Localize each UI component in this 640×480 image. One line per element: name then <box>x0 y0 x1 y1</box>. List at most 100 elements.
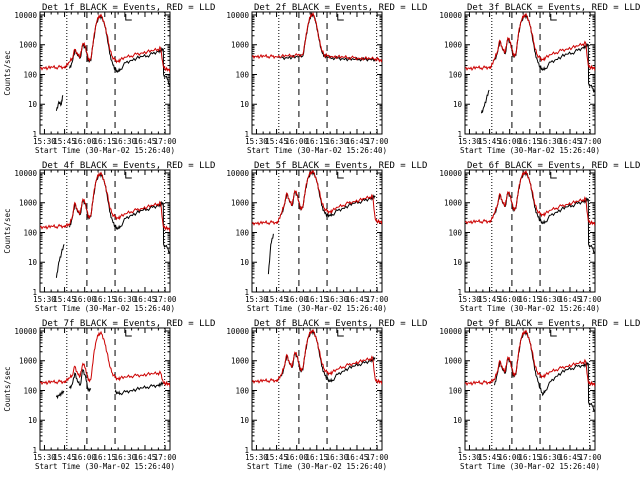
x-axis-label: Start Time (30-Mar-02 15:26:40) <box>247 462 387 471</box>
x-tick-label: 15:30 <box>458 295 481 304</box>
plot-frame <box>39 11 171 135</box>
x-tick-label: 16:00 <box>498 453 521 462</box>
plot-frame <box>464 169 596 293</box>
chart-panel-det1f: Det 1f BLACK = Events, RED = LLD 1 10 100 10… <box>3 3 215 155</box>
x-tick-label: 15:45 <box>478 295 501 304</box>
x-tick-label: 16:15 <box>305 137 328 146</box>
x-tick-label: 16:45 <box>346 453 369 462</box>
y-axis-label: Counts/sec <box>3 50 12 95</box>
chart-title: Det 4f BLACK = Events, RED = LLD <box>42 161 215 171</box>
chart-title: Det 3f BLACK = Events, RED = LLD <box>467 3 640 13</box>
y-tick-label: 1 <box>32 446 37 455</box>
x-tick-label: 15:30 <box>458 453 481 462</box>
x-tick-label: 15:45 <box>478 137 501 146</box>
x-tick-label: 16:00 <box>498 137 521 146</box>
series-line-lld <box>40 13 170 74</box>
x-tick-label: 17:00 <box>154 295 177 304</box>
y-tick-label: 10000 <box>439 169 462 178</box>
x-tick-label: 16:00 <box>285 453 308 462</box>
series-line-lld <box>465 12 595 72</box>
chart-title: Det 6f BLACK = Events, RED = LLD <box>467 161 640 171</box>
chart-title: Det 1f BLACK = Events, RED = LLD <box>42 3 215 13</box>
x-tick-label: 16:30 <box>539 137 562 146</box>
y-tick-label: 1000 <box>444 199 463 208</box>
x-tick-label: 17:00 <box>366 137 389 146</box>
x-axis-label: Start Time (30-Mar-02 15:26:40) <box>460 462 600 471</box>
chart-title: Det 7f BLACK = Events, RED = LLD <box>42 319 215 329</box>
y-tick-label: 1000 <box>231 357 250 366</box>
y-tick-label: 1000 <box>19 199 38 208</box>
y-tick-label: 1000 <box>444 41 463 50</box>
y-tick-label: 100 <box>23 386 37 395</box>
y-tick-label: 1000 <box>19 41 38 50</box>
plot-frame <box>39 327 171 451</box>
time-bracket-marker <box>550 14 557 21</box>
x-tick-label: 15:45 <box>265 137 288 146</box>
series-line-events <box>267 170 376 275</box>
time-bracket-marker <box>125 14 132 21</box>
y-tick-label: 1 <box>244 130 249 139</box>
y-axis-label: Counts/sec <box>3 366 12 411</box>
chart-panel-det6f: Det 6f BLACK = Events, RED = LLD 1 10 100 10… <box>439 161 640 313</box>
x-tick-label: 16:45 <box>134 137 157 146</box>
plot-frame <box>251 169 383 293</box>
y-tick-label: 100 <box>235 70 249 79</box>
chart-panel-det4f: Det 4f BLACK = Events, RED = LLD 1 10 100 10… <box>3 161 215 313</box>
series-line-events <box>480 13 595 114</box>
series-line-events <box>55 172 170 278</box>
x-tick-label: 16:30 <box>114 295 137 304</box>
x-tick-label: 16:15 <box>93 453 116 462</box>
y-tick-label: 1000 <box>19 357 38 366</box>
y-tick-label: 1 <box>457 130 462 139</box>
time-bracket-marker <box>125 172 132 179</box>
y-tick-label: 10 <box>453 258 463 267</box>
x-tick-label: 16:45 <box>346 137 369 146</box>
x-tick-label: 17:00 <box>154 137 177 146</box>
y-tick-label: 10 <box>240 258 250 267</box>
x-tick-label: 17:00 <box>366 295 389 304</box>
x-axis-label: Start Time (30-Mar-02 15:26:40) <box>460 146 600 155</box>
y-tick-label: 10000 <box>14 169 37 178</box>
y-tick-label: 100 <box>448 228 462 237</box>
x-tick-label: 16:30 <box>326 295 349 304</box>
x-tick-label: 15:30 <box>458 137 481 146</box>
x-tick-label: 15:30 <box>245 453 268 462</box>
x-tick-label: 16:00 <box>73 137 96 146</box>
x-tick-label: 16:45 <box>134 453 157 462</box>
x-tick-label: 17:00 <box>366 453 389 462</box>
x-tick-label: 15:45 <box>478 453 501 462</box>
x-tick-label: 16:45 <box>559 453 582 462</box>
chart-panel-det8f: Det 8f BLACK = Events, RED = LLD 1 10 100 10… <box>226 319 427 471</box>
x-tick-label: 16:30 <box>326 453 349 462</box>
x-tick-label: 17:00 <box>579 453 602 462</box>
y-tick-label: 1000 <box>444 357 463 366</box>
series-line-lld <box>252 12 382 63</box>
x-tick-label: 16:45 <box>559 295 582 304</box>
x-tick-label: 16:15 <box>518 137 541 146</box>
y-tick-label: 1 <box>244 288 249 297</box>
x-tick-label: 17:00 <box>579 295 602 304</box>
y-tick-label: 100 <box>235 386 249 395</box>
x-tick-label: 16:00 <box>498 295 521 304</box>
time-bracket-marker <box>337 172 344 179</box>
x-axis-label: Start Time (30-Mar-02 15:26:40) <box>35 462 175 471</box>
y-tick-label: 100 <box>448 70 462 79</box>
x-axis-label: Start Time (30-Mar-02 15:26:40) <box>247 146 387 155</box>
x-tick-label: 16:00 <box>73 295 96 304</box>
x-tick-label: 16:30 <box>114 137 137 146</box>
chart-title: Det 2f BLACK = Events, RED = LLD <box>254 3 427 13</box>
y-tick-label: 1 <box>244 446 249 455</box>
x-axis-label: Start Time (30-Mar-02 15:26:40) <box>35 146 175 155</box>
x-tick-label: 16:00 <box>73 453 96 462</box>
y-tick-label: 1000 <box>231 199 250 208</box>
y-tick-label: 10 <box>28 100 38 109</box>
chart-title: Det 8f BLACK = Events, RED = LLD <box>254 319 427 329</box>
x-tick-label: 16:30 <box>539 295 562 304</box>
time-bracket-marker <box>550 172 557 179</box>
plot-frame <box>39 169 171 293</box>
x-tick-label: 15:30 <box>33 453 56 462</box>
x-tick-label: 16:30 <box>114 453 137 462</box>
y-tick-label: 10 <box>28 416 38 425</box>
series-line-lld <box>252 328 382 386</box>
series-line-lld <box>40 171 170 233</box>
